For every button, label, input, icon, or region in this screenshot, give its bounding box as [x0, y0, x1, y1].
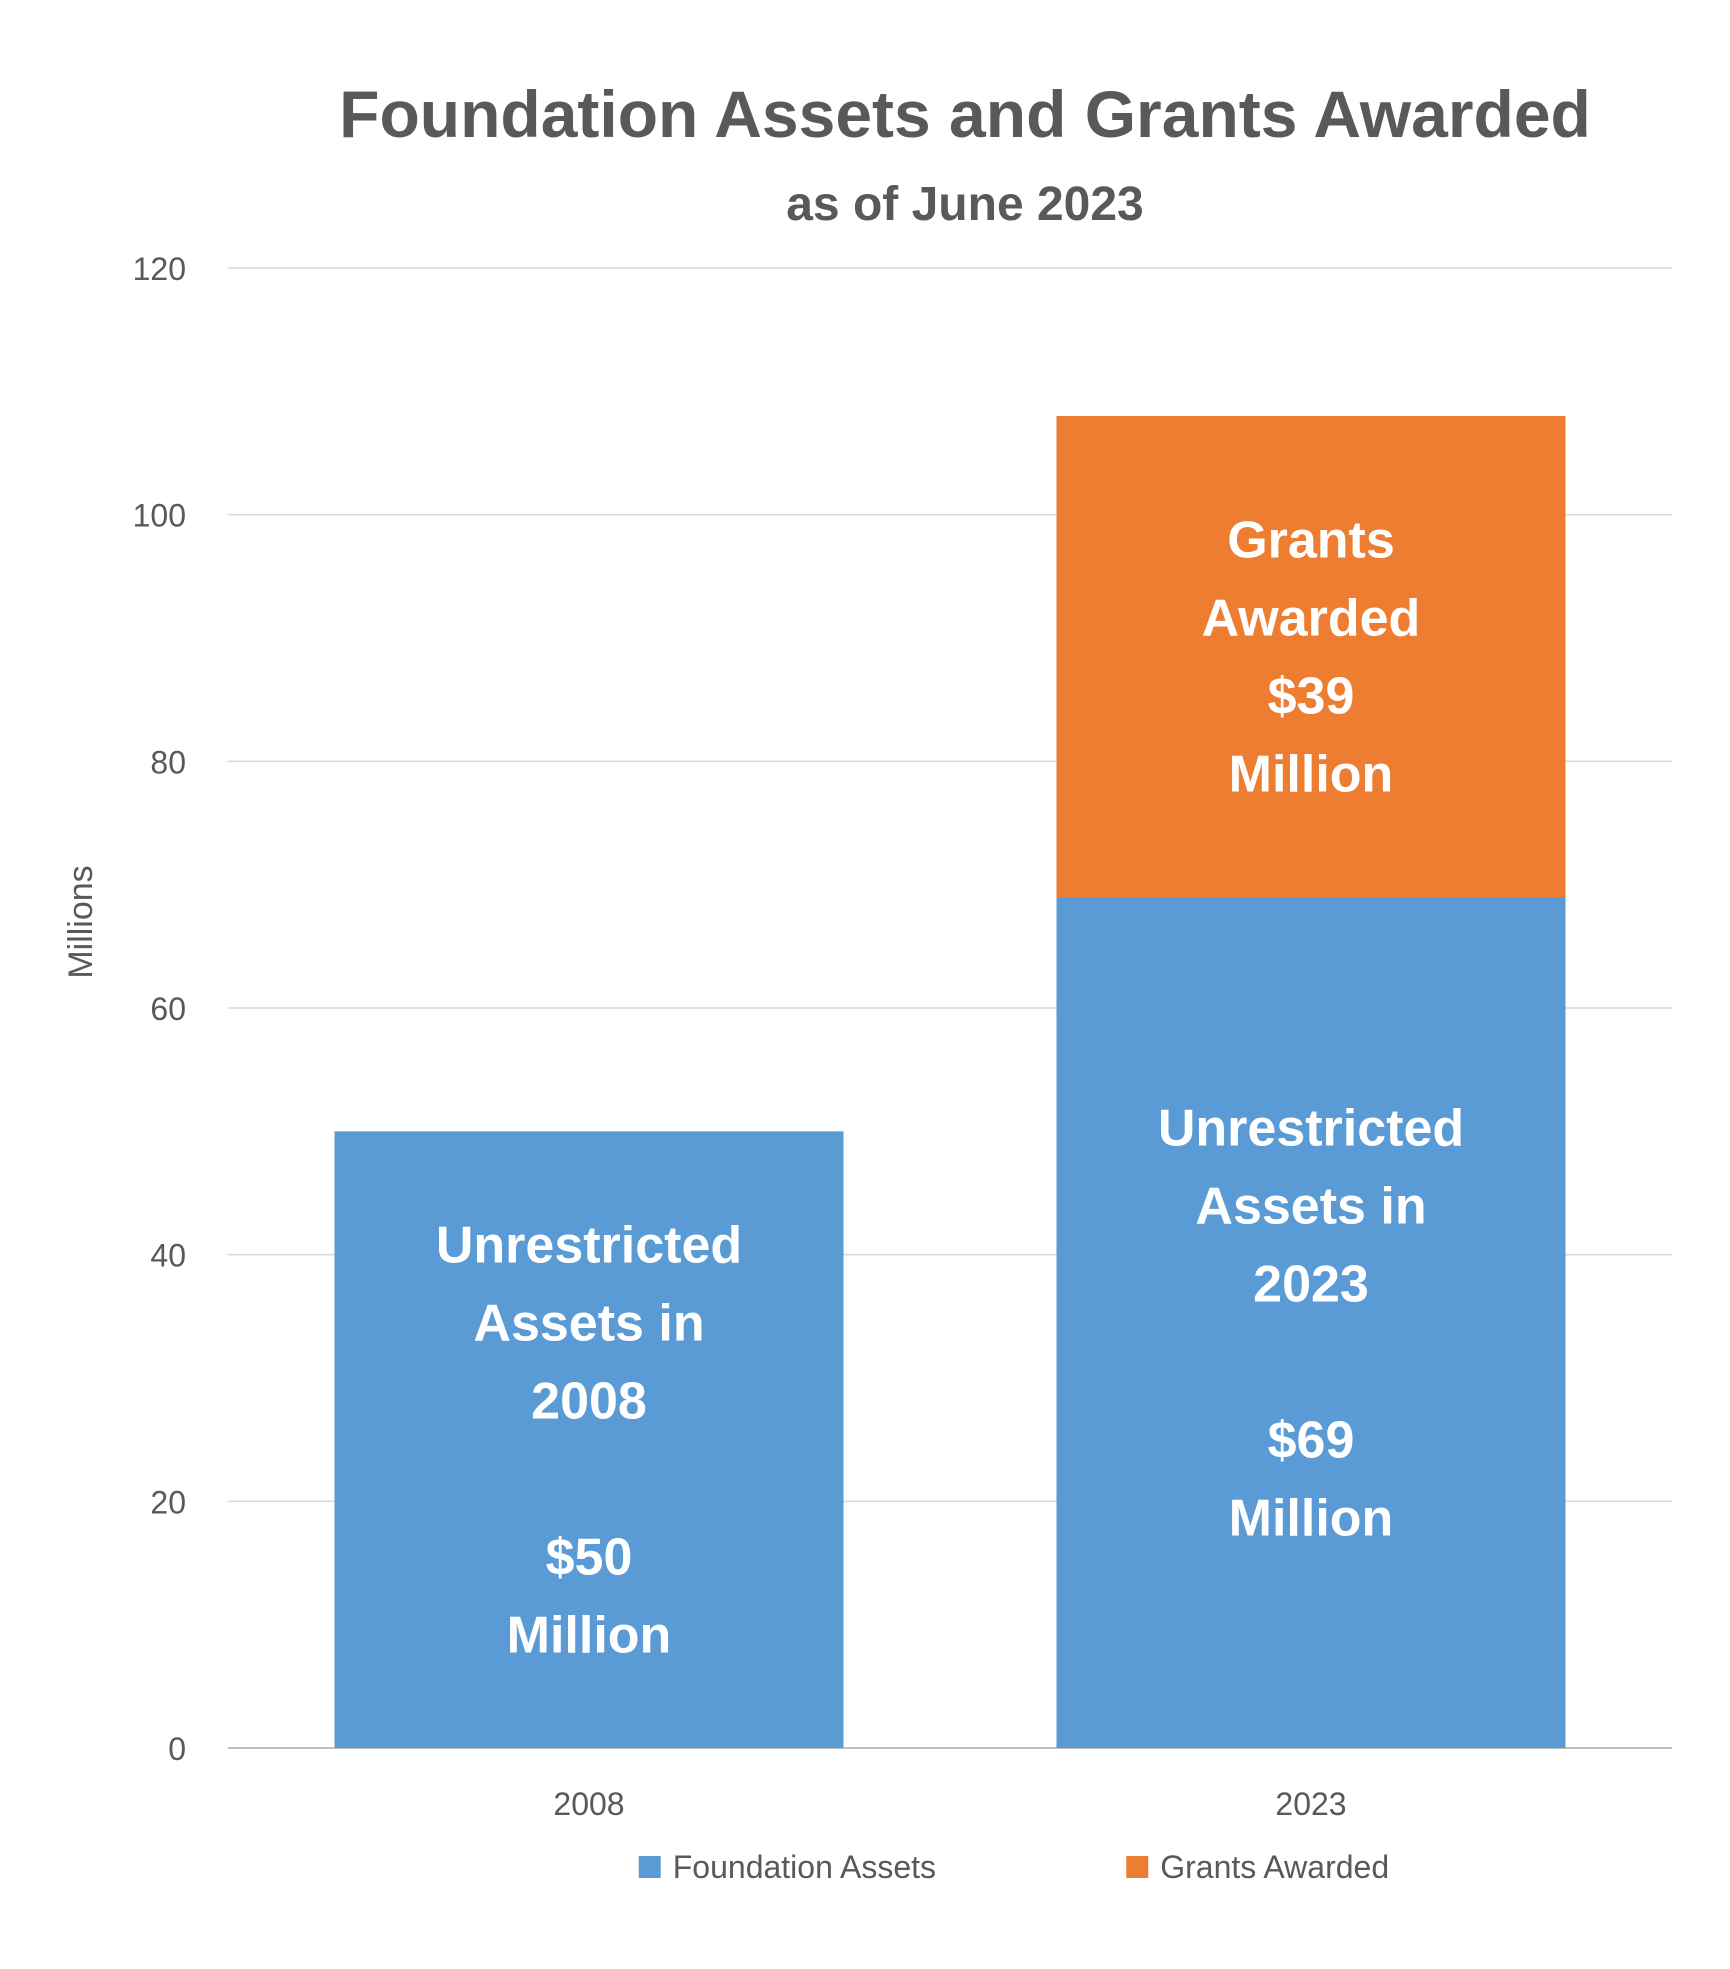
data-label-foundation-assets-2008-4: $50 [546, 1529, 633, 1587]
y-tick-label-40: 40 [150, 1238, 186, 1274]
chart-subtitle: as of June 2023 [786, 178, 1144, 231]
bars [334, 416, 1566, 1748]
y-axis-ticks: 0 20 40 60 80 100 120 [133, 251, 186, 1767]
data-label-foundation-assets-2023-0: Unrestricted [1158, 1100, 1464, 1158]
data-label-grants-awarded-2023-2: $39 [1268, 668, 1355, 726]
data-label-grants-awarded-2023-1: Awarded [1202, 590, 1421, 648]
data-label-foundation-assets-2008-0: Unrestricted [436, 1217, 742, 1275]
data-label-foundation-assets-2008-2: 2008 [531, 1373, 647, 1431]
y-tick-label-60: 60 [150, 991, 186, 1027]
y-tick-label-120: 120 [133, 251, 186, 287]
y-axis-label: Millions [62, 865, 100, 978]
bar-foundation-assets-2008 [334, 1131, 844, 1748]
x-axis-ticks: 2008 2023 [553, 1786, 1346, 1822]
x-tick-label-2008: 2008 [553, 1786, 624, 1822]
data-label-grants-awarded-2023-3: Million [1229, 746, 1394, 804]
data-label-grants-awarded-2023-0: Grants [1227, 512, 1395, 570]
legend-label-foundation-assets: Foundation Assets [673, 1849, 936, 1885]
y-tick-label-0: 0 [168, 1731, 186, 1767]
bar-data-labels: Unrestricted Assets in 2008 $50 Million Unres… [436, 512, 1464, 1665]
data-label-foundation-assets-2023-5: Million [1229, 1490, 1394, 1548]
legend-swatch-grants-awarded [1126, 1856, 1149, 1878]
y-tick-label-20: 20 [150, 1484, 186, 1520]
legend: Foundation Assets Grants Awarded [638, 1849, 1389, 1885]
data-label-foundation-assets-2023-1: Assets in [1195, 1178, 1426, 1236]
data-label-foundation-assets-2023-2: 2023 [1253, 1256, 1369, 1314]
data-label-foundation-assets-2023-4: $69 [1268, 1412, 1355, 1470]
x-tick-label-2023: 2023 [1275, 1786, 1346, 1822]
data-label-foundation-assets-2008-5: Million [507, 1607, 672, 1665]
bar-foundation-assets-2023 [1056, 897, 1566, 1748]
y-tick-label-80: 80 [150, 744, 186, 780]
data-label-foundation-assets-2008-1: Assets in [473, 1295, 704, 1353]
legend-label-grants-awarded: Grants Awarded [1160, 1849, 1389, 1885]
bar-grants-awarded-2023 [1056, 416, 1566, 897]
legend-swatch-foundation-assets [638, 1856, 661, 1878]
y-tick-label-100: 100 [133, 498, 186, 534]
chart-title: Foundation Assets and Grants Awarded [339, 77, 1591, 151]
